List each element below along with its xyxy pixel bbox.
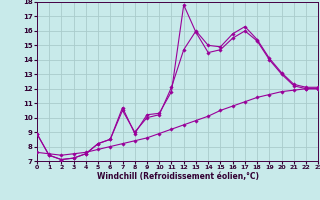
X-axis label: Windchill (Refroidissement éolien,°C): Windchill (Refroidissement éolien,°C) [97, 172, 259, 181]
